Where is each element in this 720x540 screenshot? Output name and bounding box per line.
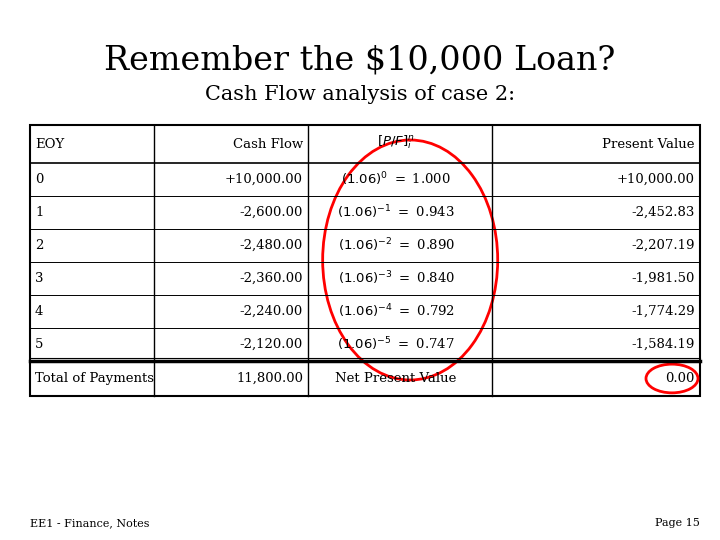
- Text: 0.00: 0.00: [665, 372, 695, 385]
- Text: -1,584.19: -1,584.19: [631, 338, 695, 351]
- Text: Page 15: Page 15: [655, 518, 700, 528]
- Text: -2,452.83: -2,452.83: [631, 206, 695, 219]
- Text: -2,120.00: -2,120.00: [240, 338, 303, 351]
- Text: Total of Payments: Total of Payments: [35, 372, 154, 385]
- Text: $(1.06)^{-3}$ $=$ 0.840: $(1.06)^{-3}$ $=$ 0.840: [338, 269, 455, 287]
- Text: 11,800.00: 11,800.00: [236, 372, 303, 385]
- Text: $(1.06)^{0}$ $=$ 1.000: $(1.06)^{0}$ $=$ 1.000: [341, 171, 451, 188]
- Text: -2,600.00: -2,600.00: [240, 206, 303, 219]
- Text: -1,774.29: -1,774.29: [631, 305, 695, 318]
- Text: Present Value: Present Value: [603, 138, 695, 151]
- Text: Cash Flow: Cash Flow: [233, 138, 303, 151]
- Text: 1: 1: [35, 206, 43, 219]
- Text: -2,360.00: -2,360.00: [240, 272, 303, 285]
- Text: Remember the $10,000 Loan?: Remember the $10,000 Loan?: [104, 44, 616, 76]
- Text: $(1.06)^{-1}$ $=$ 0.943: $(1.06)^{-1}$ $=$ 0.943: [338, 204, 455, 221]
- Text: $(1.06)^{-2}$ $=$ 0.890: $(1.06)^{-2}$ $=$ 0.890: [338, 237, 455, 254]
- Text: -2,207.19: -2,207.19: [631, 239, 695, 252]
- Text: 5: 5: [35, 338, 43, 351]
- Text: EOY: EOY: [35, 138, 64, 151]
- Text: EE1 - Finance, Notes: EE1 - Finance, Notes: [30, 518, 150, 528]
- Text: Net Present Value: Net Present Value: [336, 372, 457, 385]
- Text: 0: 0: [35, 173, 43, 186]
- Text: -1,981.50: -1,981.50: [631, 272, 695, 285]
- Text: $[P/F]^n_i$: $[P/F]^n_i$: [377, 133, 415, 151]
- Text: 2: 2: [35, 239, 43, 252]
- Text: -2,240.00: -2,240.00: [240, 305, 303, 318]
- Bar: [30, 125, 700, 396]
- Text: 4: 4: [35, 305, 43, 318]
- Text: $(1.06)^{-5}$ $=$ 0.747: $(1.06)^{-5}$ $=$ 0.747: [338, 336, 455, 353]
- Text: Cash Flow analysis of case 2:: Cash Flow analysis of case 2:: [205, 85, 515, 105]
- Text: 3: 3: [35, 272, 43, 285]
- Text: -2,480.00: -2,480.00: [240, 239, 303, 252]
- Text: $(1.06)^{-4}$ $=$ 0.792: $(1.06)^{-4}$ $=$ 0.792: [338, 303, 455, 320]
- Text: +10,000.00: +10,000.00: [617, 173, 695, 186]
- Text: +10,000.00: +10,000.00: [225, 173, 303, 186]
